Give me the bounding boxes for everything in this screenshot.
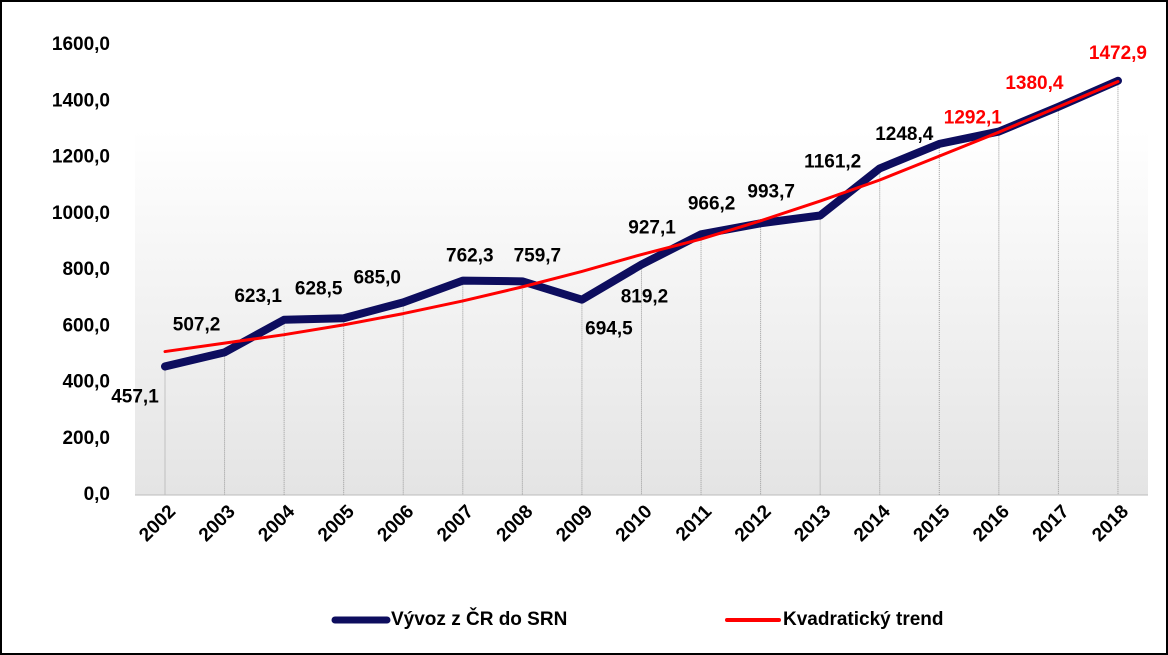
y-tick-label: 1200,0 xyxy=(52,147,110,168)
y-tick-label: 200,0 xyxy=(62,428,110,449)
data-label: 819,2 xyxy=(621,287,669,308)
series-line xyxy=(161,76,1122,371)
data-label: 993,7 xyxy=(747,182,795,203)
data-label: 694,5 xyxy=(585,319,633,340)
y-tick-label: 1400,0 xyxy=(52,90,110,111)
y-tick-label: 1600,0 xyxy=(52,34,110,55)
data-label: 762,3 xyxy=(446,246,494,267)
data-label: 1161,2 xyxy=(804,151,861,172)
data-label: 966,2 xyxy=(688,193,736,214)
y-tick-label: 800,0 xyxy=(62,259,110,280)
data-label: 1248,4 xyxy=(875,124,934,145)
y-tick-label: 1000,0 xyxy=(52,203,110,224)
series-line xyxy=(163,80,1120,354)
plot-background xyxy=(135,130,1148,495)
data-label: 507,2 xyxy=(173,314,221,335)
data-label: 623,1 xyxy=(234,286,282,307)
y-tick-label: 0,0 xyxy=(84,484,110,505)
data-label: 1472,9 xyxy=(1089,43,1147,64)
data-label: 457,1 xyxy=(111,386,159,407)
data-label: 685,0 xyxy=(353,267,401,288)
data-label: 927,1 xyxy=(628,217,676,238)
data-label: 628,5 xyxy=(295,278,343,299)
y-tick-label: 600,0 xyxy=(62,315,110,336)
y-tick-label: 400,0 xyxy=(62,372,110,393)
data-label: 1292,1 xyxy=(944,108,1003,129)
legend-label: Kvadratický trend xyxy=(783,609,944,630)
data-label: 1380,4 xyxy=(1005,73,1064,94)
legend-label: Vývoz z ČR do SRN xyxy=(391,608,567,630)
data-label: 759,7 xyxy=(514,245,562,266)
